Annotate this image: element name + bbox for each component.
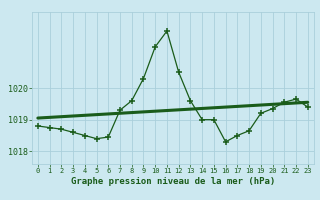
X-axis label: Graphe pression niveau de la mer (hPa): Graphe pression niveau de la mer (hPa) — [71, 177, 275, 186]
